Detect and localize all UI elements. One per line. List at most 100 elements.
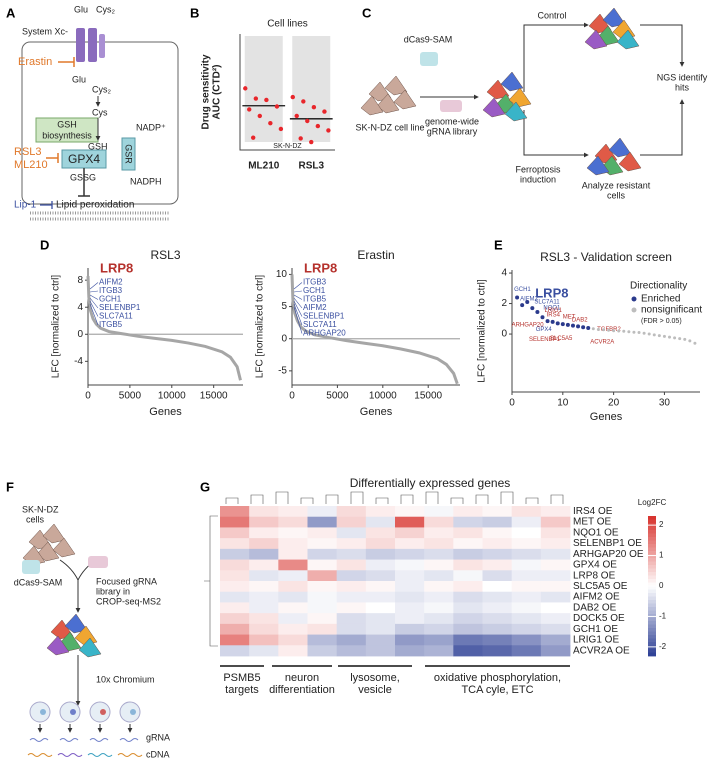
heat-cell: [249, 538, 279, 550]
heat-cell: [395, 527, 425, 539]
label-line: [89, 282, 99, 290]
colorbar: [648, 642, 656, 646]
label: biosynthesis: [42, 130, 92, 140]
x-tick-label: ML210: [248, 161, 280, 172]
label: Focused gRNA: [96, 576, 157, 586]
read: [117, 753, 143, 757]
heat-cell: [453, 645, 483, 657]
point: [642, 331, 646, 335]
label-line: [293, 297, 303, 309]
label: cDNA: [146, 749, 170, 759]
heat-cell: [482, 506, 513, 518]
colorbar: [648, 537, 656, 541]
heat-cell: [395, 570, 425, 582]
x-tick-label: 10000: [158, 391, 186, 402]
cell-icon: [52, 537, 76, 558]
point: [617, 329, 621, 333]
heat-cell: [482, 634, 513, 646]
label-line: [89, 297, 99, 309]
x-tick-label: 5000: [326, 391, 349, 402]
heat-cell: [365, 570, 396, 582]
heat-cell: [424, 538, 454, 550]
label: Cys₂: [92, 84, 111, 94]
row-label: GPX4 OE: [573, 560, 617, 571]
cell-icon: [586, 155, 610, 176]
point: [243, 86, 248, 91]
heat-cell: [482, 623, 513, 635]
x-axis-label: Genes: [149, 406, 182, 418]
group-label: oxidative phosphorylation,: [434, 672, 561, 684]
cell-icon: [504, 101, 528, 122]
panel-a: A System Xc- Glu Cys₂ Erastin Glu Cys₂ C…: [6, 4, 179, 221]
heat-cell: [220, 570, 250, 582]
label: Glu: [72, 74, 86, 84]
heat-cell: [424, 506, 454, 518]
highlight-label: LRP8: [100, 260, 133, 275]
heat-cell: [249, 591, 279, 603]
heat-cell: [249, 613, 279, 625]
point: [596, 327, 600, 331]
heat-cell: [540, 538, 571, 550]
heat-cell: [482, 538, 513, 550]
heat-cell: [511, 591, 542, 603]
chart-title: RSL3 - Validation screen: [540, 250, 672, 264]
y-axis-label: LFC [normalized to ctrl]: [255, 275, 266, 379]
heat-cell: [307, 538, 338, 550]
point: [545, 319, 550, 324]
heat-cell: [424, 548, 454, 560]
heat-cell: [482, 559, 513, 571]
gene-label: SLC7A11: [303, 320, 337, 329]
dendrogram: [475, 494, 489, 504]
heat-cell: [249, 516, 279, 528]
cell-icon: [393, 89, 417, 110]
heat-cell: [336, 613, 367, 625]
x-tick-label: 15000: [200, 391, 228, 402]
heat-cell: [220, 506, 250, 518]
colorbar: [648, 530, 656, 534]
point: [311, 105, 317, 110]
point: [525, 300, 530, 305]
y-tick-label: 8: [77, 275, 83, 286]
group-label: differentiation: [269, 684, 335, 696]
heat-cell: [365, 548, 396, 560]
heat-cell: [307, 559, 338, 571]
label-line: [293, 306, 303, 334]
heat-cell: [482, 516, 513, 528]
x-tick-label: 30: [659, 398, 671, 409]
dendrogram: [400, 494, 414, 504]
point: [581, 325, 586, 330]
panel-letter: G: [200, 479, 210, 494]
x-tick-label: 0: [289, 391, 295, 402]
dendrogram: [275, 491, 289, 504]
heat-cell: [453, 516, 483, 528]
row-label: SLC5A5 OE: [573, 581, 628, 592]
heat-cell: [424, 602, 454, 614]
y-tick-label: 0: [281, 333, 287, 344]
point: [637, 331, 641, 335]
gene-label: DAB2: [572, 317, 588, 323]
colorbar-label: 0: [659, 581, 664, 590]
heat-cell: [482, 527, 513, 539]
heat-cell: [249, 570, 279, 582]
label-line: [89, 290, 99, 293]
point: [257, 113, 262, 119]
cell-icon: [368, 81, 392, 102]
heat-cell: [424, 516, 454, 528]
dendrogram: [225, 497, 239, 504]
heat-cell: [395, 591, 425, 603]
label: GPX4: [68, 152, 100, 166]
heat-cell: [278, 602, 308, 614]
heat-cell: [365, 516, 396, 528]
heat-cell: [424, 645, 454, 657]
heat-cell: [278, 527, 308, 539]
point: [678, 337, 682, 341]
point: [294, 113, 299, 119]
heat-cell: [395, 506, 425, 518]
heat-cell: [453, 548, 483, 560]
row-label: GCH1 OE: [573, 624, 618, 635]
label: RSL3: [14, 146, 42, 158]
x-tick-label: 0: [509, 398, 515, 409]
group-label: TCA cyle, ETC: [461, 684, 533, 696]
heat-cell: [307, 570, 338, 582]
